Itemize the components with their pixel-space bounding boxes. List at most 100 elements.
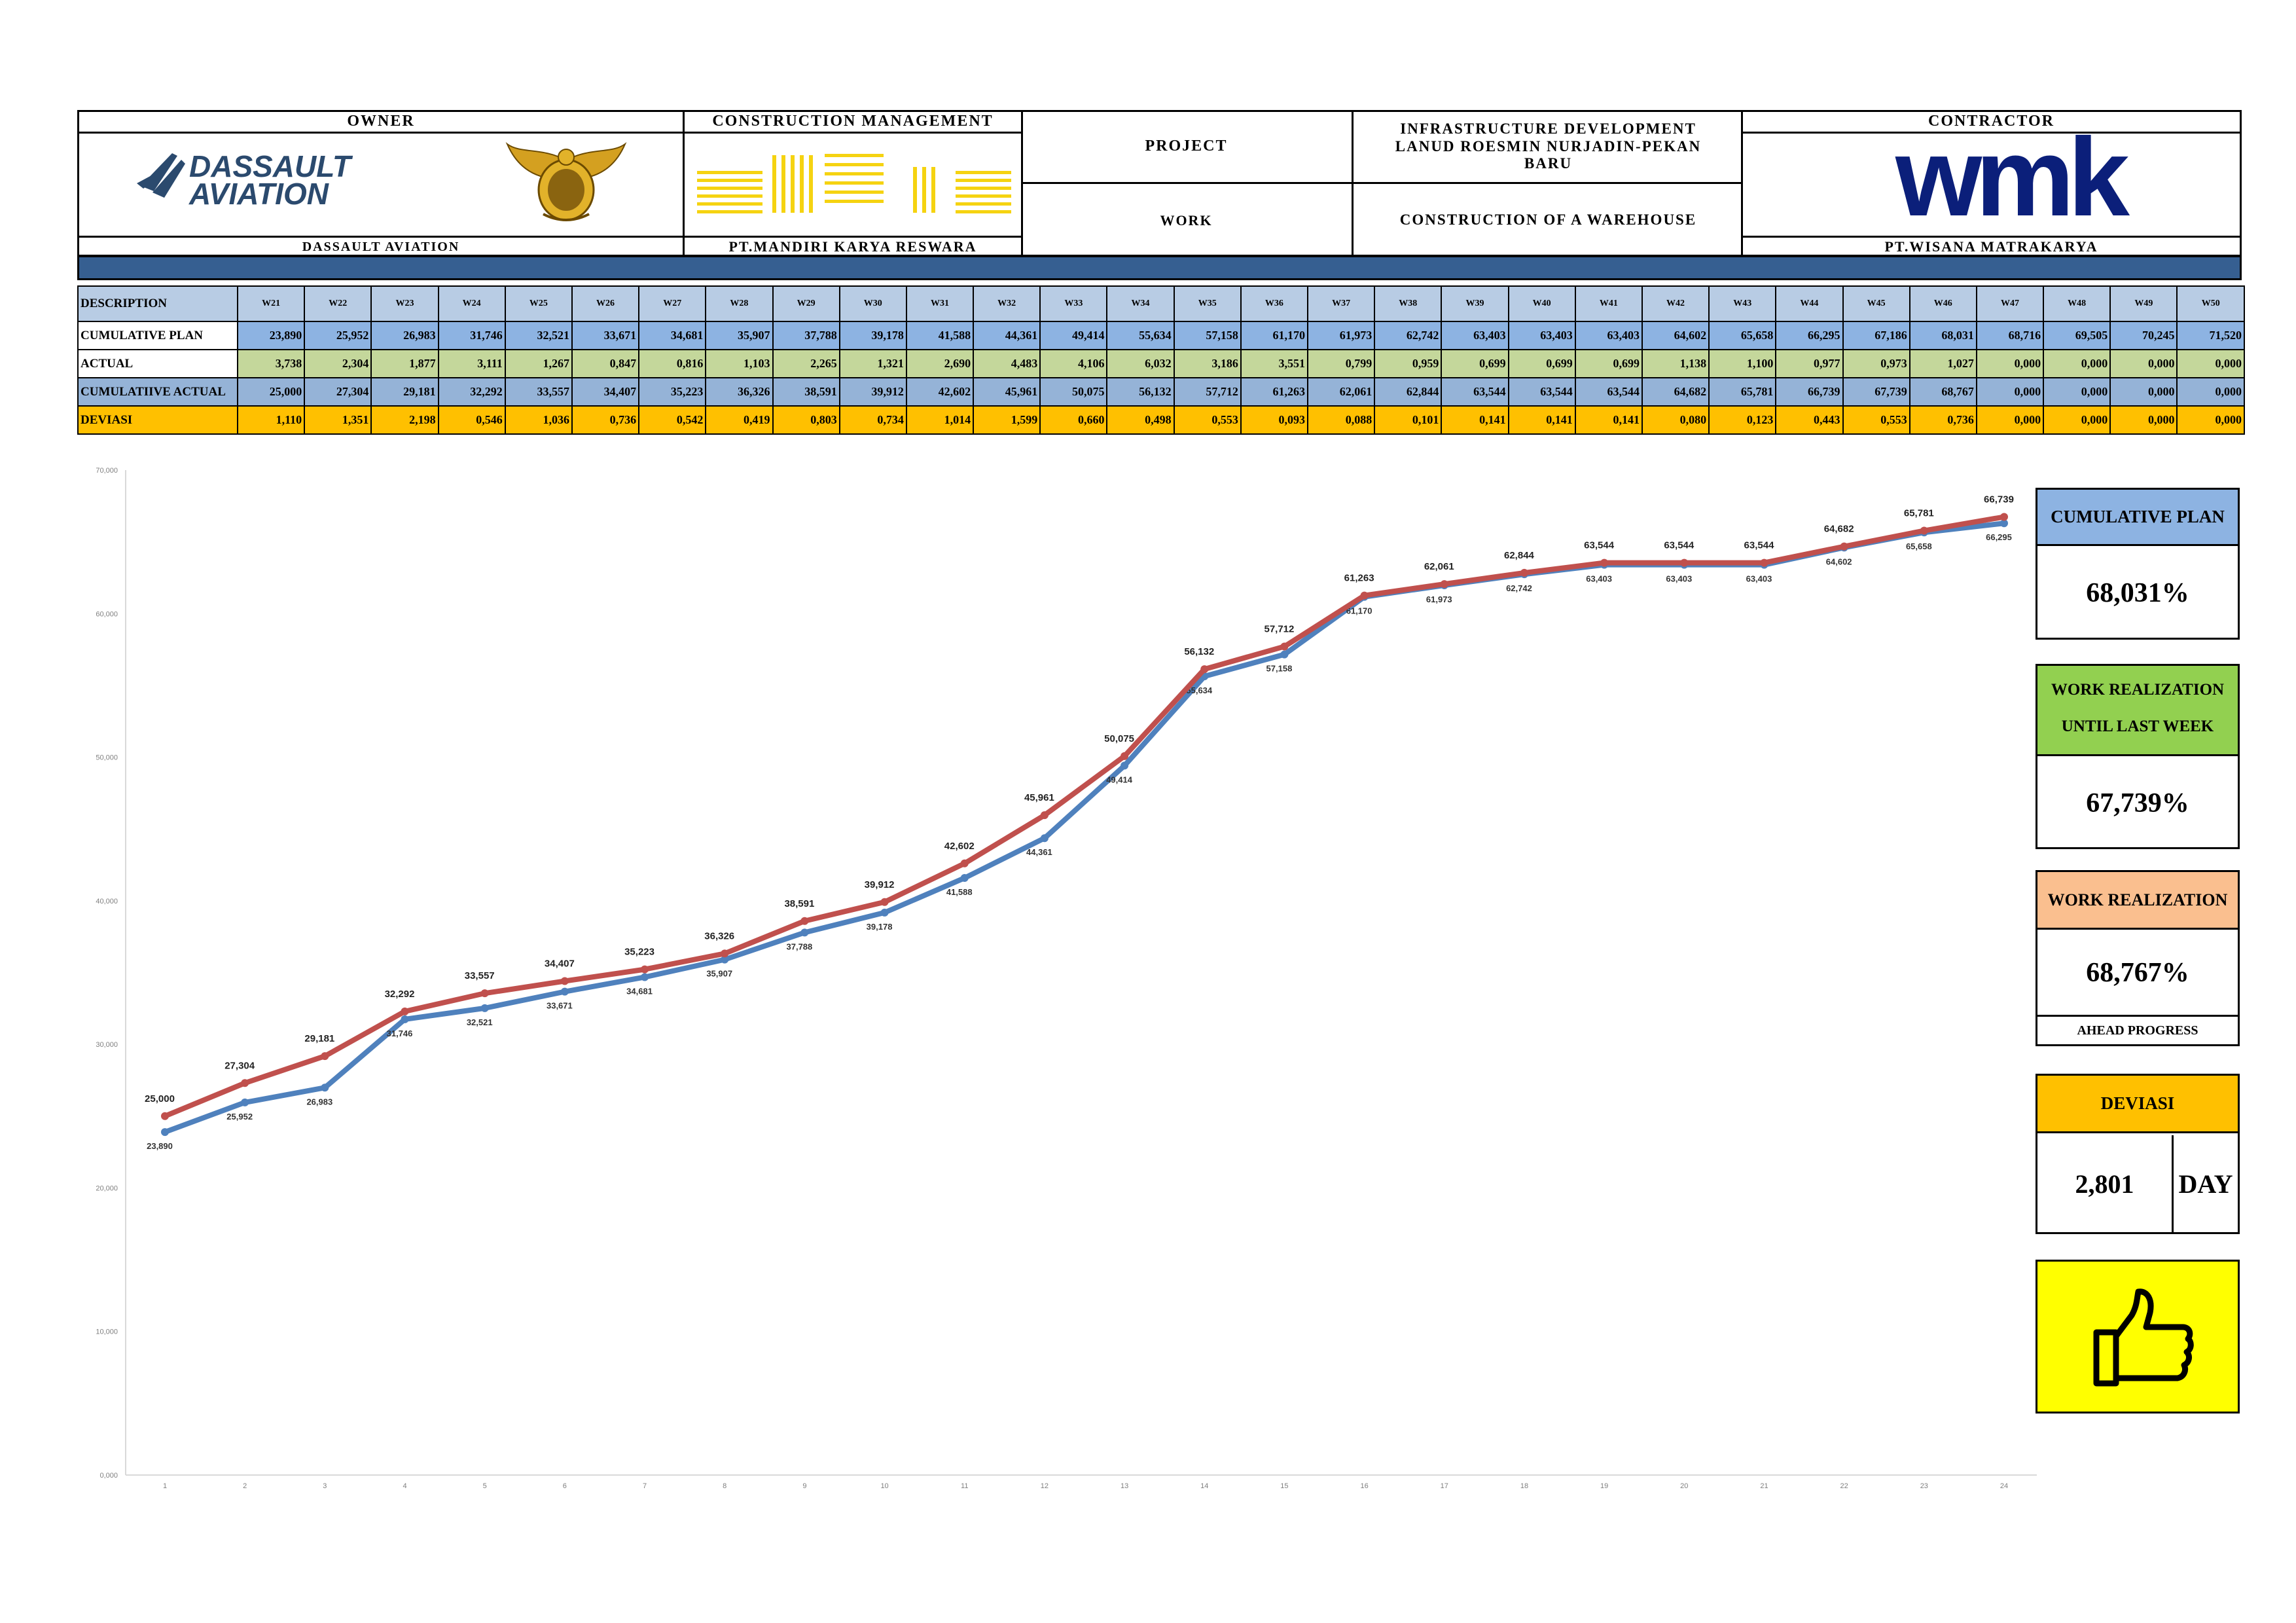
table-cell: 57,712 [1173,377,1242,407]
y-tick-label: 40,000 [96,898,118,905]
data-label: 50,075 [1104,733,1134,744]
table-cell: 38,591 [772,377,840,407]
x-tick-label: 22 [1840,1482,1848,1490]
data-label: 49,414 [1106,775,1133,784]
table-cell: 0,699 [1574,349,1643,378]
table-cell: 27,304 [304,377,372,407]
data-label: 56,132 [1184,646,1214,657]
table-cell: 0,000 [2109,405,2178,435]
table-cell: 34,407 [571,377,640,407]
wmk-logo: wmk [1895,115,2130,240]
data-label: 33,671 [547,1001,573,1011]
table-cell: 33,671 [571,321,640,350]
week-header: W31 [905,285,975,322]
table-cell: 0,000 [2043,349,2111,378]
x-tick-label: 23 [1920,1482,1928,1490]
table-cell: 61,263 [1240,377,1309,407]
data-point [1520,568,1528,577]
data-label: 57,712 [1264,623,1294,634]
data-point [1360,591,1369,600]
project-label: PROJECT [1145,137,1228,155]
table-cell: 1,110 [236,405,306,435]
dassault-logo: DASSAULT AVIATION [137,149,353,211]
x-tick-label: 6 [563,1482,567,1490]
data-label: 63,544 [1664,540,1695,551]
table-cell: 4,483 [973,349,1041,378]
table-cell: 49,414 [1039,321,1108,350]
data-point [2000,513,2008,521]
x-tick-label: 16 [1360,1482,1368,1490]
table-cell: 55,634 [1106,321,1175,350]
data-point [1121,752,1129,760]
owner-name: DASSAULT AVIATION [302,239,460,254]
table-cell: 1,351 [304,405,372,435]
data-point [401,1015,409,1023]
table-cell: 1,267 [504,349,573,378]
data-label: 31,746 [387,1029,413,1038]
data-label: 62,061 [1424,561,1454,572]
table-cell: 68,716 [1975,321,2045,350]
table-cell: 65,658 [1708,321,1777,350]
data-label: 66,739 [1984,494,2014,505]
data-point [960,874,969,883]
last-week-panel-header [2037,666,2238,756]
cm-divider-top [683,132,1023,134]
table-cell: 61,170 [1240,321,1309,350]
week-header: W36 [1240,285,1309,322]
cm-logo [697,154,1011,213]
data-label: 29,181 [304,1033,334,1044]
data-point [161,1112,169,1120]
table-cell: 71,520 [2176,321,2245,350]
data-point [1280,650,1289,659]
air-force-emblem-icon [505,141,627,221]
deviasi-panel-divider [2172,1135,2174,1232]
week-header: W37 [1306,285,1376,322]
week-header: W48 [2043,285,2111,322]
y-tick-label: 70,000 [96,467,118,475]
data-point [1280,642,1289,651]
table-cell: 35,907 [705,321,774,350]
data-point [880,898,889,906]
table-cell: 2,690 [905,349,975,378]
table-cell: 44,361 [973,321,1041,350]
x-tick-label: 12 [1041,1482,1049,1490]
data-point [1040,811,1049,820]
week-header: W50 [2176,285,2245,322]
data-label: 63,403 [1746,574,1772,584]
table-cell: 0,000 [2109,377,2178,407]
contractor-divider-top [1741,132,2242,134]
data-point [2000,519,2008,528]
table-cell: 0,443 [1775,405,1844,435]
week-header: W21 [236,285,306,322]
table-row-actual: ACTUAL 3,738 2,304 1,877 3,111 1,267 0,847 0,81… [77,349,2245,378]
project-value: INFRASTRUCTURE DEVELOPMENT LANUD ROESMIN… [1395,120,1702,172]
table-cell: 0,553 [1842,405,1910,435]
y-tick-label: 20,000 [96,1184,118,1192]
data-point [480,989,489,998]
table-cell: 0,959 [1374,349,1443,378]
data-point [241,1079,249,1087]
table-cell: 1,599 [973,405,1041,435]
progress-table: DESCRIPTION W21 W22 W23 W24 W25 W26 W27 W28 W29 W3… [77,285,2245,435]
table-cell: 0,141 [1507,405,1576,435]
data-point [560,987,569,996]
data-label: 39,912 [865,879,895,890]
table-cell: 0,000 [1975,405,2045,435]
plan-panel-value: 68,031% [2037,549,2238,638]
table-cell: 0,734 [838,405,907,435]
x-tick-label: 7 [643,1482,647,1490]
table-cell: 50,075 [1039,377,1108,407]
data-label: 32,292 [385,989,415,1000]
week-header: W24 [437,285,506,322]
table-cell: 3,551 [1240,349,1309,378]
data-label: 23,890 [147,1141,173,1151]
table-cell: 63,403 [1441,321,1509,350]
week-header: W35 [1173,285,1242,322]
x-tick-label: 21 [1760,1482,1768,1490]
data-label: 37,788 [787,941,813,951]
week-header: W27 [638,285,707,322]
data-label: 25,952 [226,1112,253,1122]
week-header: W45 [1842,285,1910,322]
table-cell: 56,132 [1106,377,1175,407]
table-cell: 66,739 [1775,377,1844,407]
